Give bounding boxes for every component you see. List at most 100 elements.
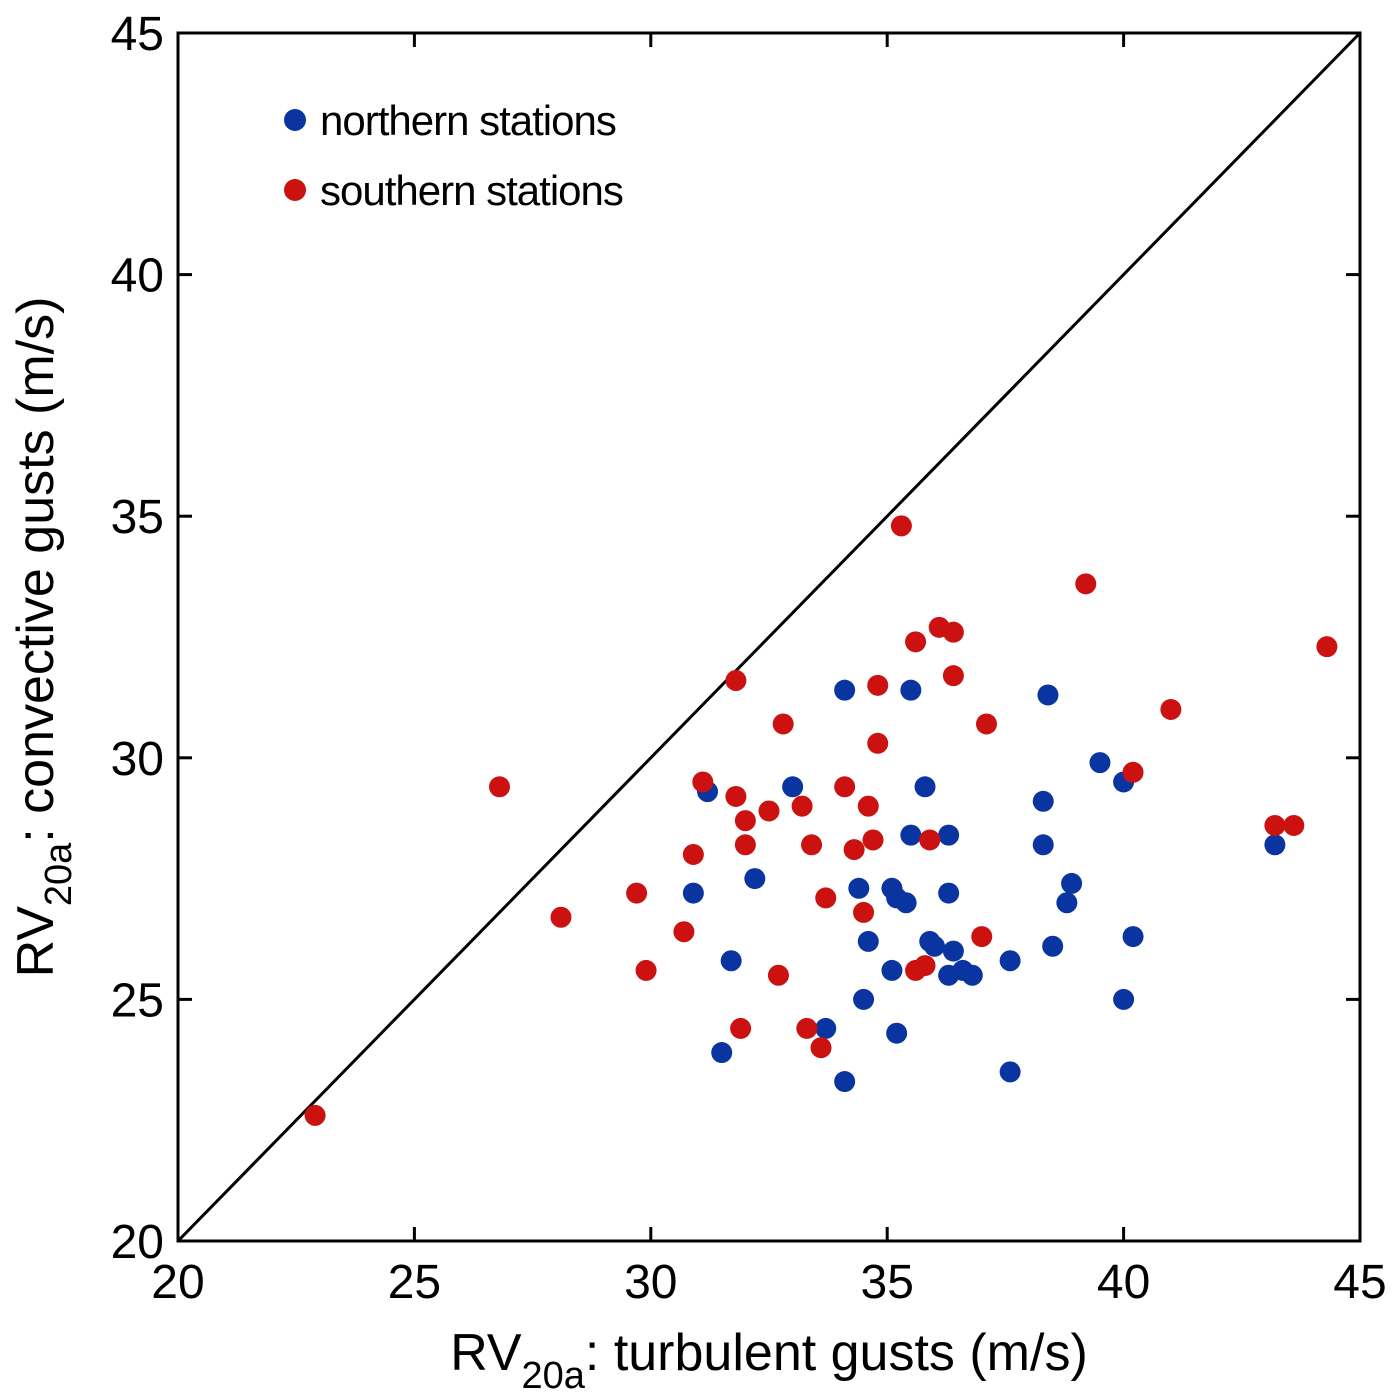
y-axis-title: RV20a: convective gusts (m/s) [7,297,80,978]
southern-station-point-44 [1316,636,1338,658]
x-tick-label-45: 45 [1333,1256,1386,1309]
southern-station-point-17 [791,795,813,817]
southern-station-point-24 [857,795,879,817]
southern-station-point-18 [801,834,823,856]
northern-station-point-27 [1122,926,1144,948]
southern-station-point-16 [767,964,789,986]
southern-station-point-41 [1160,698,1182,720]
southern-station-point-12 [734,834,756,856]
northern-station-point-33 [961,964,983,986]
southern-station-point-13 [730,1017,752,1039]
northern-station-point-11 [914,776,936,798]
northern-station-point-20 [938,882,960,904]
southern-station-point-10 [725,785,747,807]
y-axis-title-rest: : convective gusts (m/s) [7,297,65,843]
southern-legend-label: southern stations [320,167,623,214]
northern-station-point-26 [942,940,964,962]
series-southern-stations [304,515,1338,1126]
southern-station-point-20 [815,887,837,909]
northern-station-point-5 [1037,684,1059,706]
southern-station-point-32 [942,621,964,643]
southern-station-point-7 [682,843,704,865]
plot-area-frame [176,31,1362,1243]
northern-station-point-28 [1042,935,1064,957]
northern-station-point-14 [682,882,704,904]
legend: northern stations southern stations [284,97,624,214]
southern-station-point-29 [890,515,912,537]
southern-station-point-27 [867,732,889,754]
x-tick-label-40: 40 [1097,1256,1150,1309]
northern-station-point-29 [720,950,742,972]
southern-legend-marker [284,179,306,201]
northern-station-point-15 [744,868,766,890]
southern-station-point-11 [734,810,756,832]
southern-station-point-30 [905,631,927,653]
x-axis-title-rest: : turbulent gusts (m/s) [585,1324,1088,1382]
southern-station-point-4 [626,882,648,904]
southern-station-point-28 [867,674,889,696]
northern-station-point-25 [923,935,945,957]
northern-station-point-40 [834,1071,856,1093]
southern-station-point-36 [914,955,936,977]
southern-station-point-19 [796,1017,818,1039]
reference-line-layer [176,31,1362,1243]
x-tick-label-35: 35 [861,1256,914,1309]
southern-station-point-37 [971,926,993,948]
southern-station-point-8 [692,771,714,793]
y-axis-title-subscript: 20a [38,842,80,906]
southern-station-point-5 [635,959,657,981]
northern-station-point-41 [999,1061,1021,1083]
southern-station-point-34 [919,829,941,851]
northern-station-point-34 [999,950,1021,972]
southern-station-point-9 [725,669,747,691]
northern-station-point-22 [1056,892,1078,914]
southern-station-point-33 [942,665,964,687]
y-tick-label-25: 25 [111,974,164,1027]
northern-station-point-35 [853,988,875,1010]
northern-station-point-30 [881,959,903,981]
southern-station-point-14 [758,800,780,822]
northern-station-point-9 [1032,790,1054,812]
southern-station-point-43 [1283,814,1305,836]
southern-station-point-42 [1264,814,1286,836]
x-axis-title: RV20a: turbulent gusts (m/s) [450,1324,1088,1397]
northern-station-point-2 [782,776,804,798]
x-axis-title-main: RV [450,1324,522,1382]
one-to-one-line [176,31,1362,1243]
northern-station-point-8 [1264,834,1286,856]
southern-station-point-39 [1075,573,1097,595]
data-points-layer [304,515,1338,1126]
x-tick-label-25: 25 [388,1256,441,1309]
x-tick-label-30: 30 [624,1256,677,1309]
southern-station-point-2 [489,776,511,798]
northern-station-point-23 [857,930,879,952]
x-tick-label-20: 20 [151,1256,204,1309]
northern-legend-label: northern stations [320,97,616,144]
series-northern-stations [682,679,1286,1093]
northern-station-point-36 [1113,988,1135,1010]
northern-station-point-3 [834,679,856,701]
northern-station-point-10 [1032,834,1054,856]
y-tick-label-40: 40 [111,250,164,303]
northern-station-point-37 [815,1017,837,1039]
southern-station-point-3 [550,906,572,928]
x-axis-title-subscript: 20a [522,1355,586,1397]
southern-station-point-23 [843,839,865,861]
y-axis-title-main: RV [7,906,65,978]
northern-station-point-39 [711,1042,733,1064]
northern-station-point-6 [1089,752,1111,774]
southern-station-point-40 [1122,761,1144,783]
southern-station-point-38 [975,713,997,735]
southern-station-point-1 [304,1104,326,1126]
northern-legend-marker [284,109,306,131]
southern-station-point-26 [853,901,875,923]
y-tick-label-35: 35 [111,491,164,544]
southern-station-point-6 [673,921,695,943]
y-tick-label-45: 45 [111,8,164,61]
y-tick-label-20: 20 [111,1216,164,1269]
southern-station-point-25 [862,829,884,851]
southern-station-point-21 [810,1037,832,1059]
northern-station-point-21 [1061,872,1083,894]
y-tick-label-30: 30 [111,733,164,786]
northern-station-point-38 [886,1022,908,1044]
